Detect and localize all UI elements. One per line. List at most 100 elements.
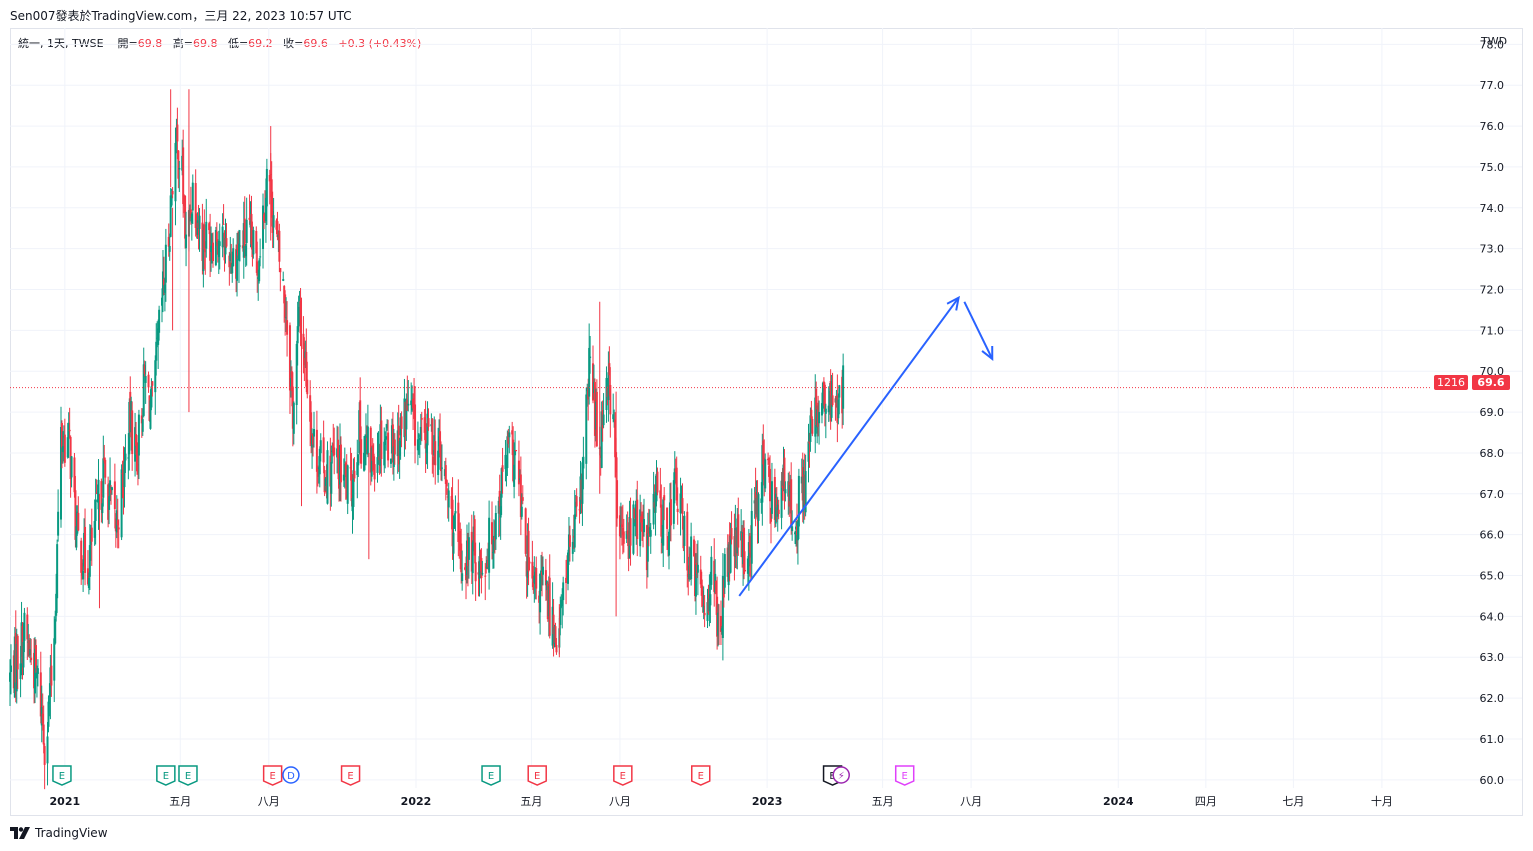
earnings-marker-icon[interactable] bbox=[340, 765, 361, 786]
time-tick-label: 十月 bbox=[1371, 794, 1393, 808]
arrow-drawing[interactable] bbox=[738, 295, 960, 597]
arrow-drawing[interactable] bbox=[963, 301, 994, 362]
candle-body bbox=[393, 439, 396, 455]
candle-body bbox=[110, 488, 113, 494]
arrow-head[interactable] bbox=[981, 345, 994, 362]
candle-body bbox=[761, 445, 764, 503]
candle-body bbox=[95, 492, 98, 494]
candle-body bbox=[400, 416, 403, 429]
candle-body bbox=[666, 507, 669, 529]
tradingview-logo-icon[interactable] bbox=[10, 827, 30, 839]
event-marker-icon[interactable]: E bbox=[52, 765, 72, 786]
candle-body bbox=[608, 363, 611, 376]
candle-body bbox=[541, 566, 544, 575]
countdown-tag bbox=[1434, 375, 1468, 390]
event-marker-icon[interactable]: D bbox=[282, 766, 300, 784]
candle-body bbox=[162, 278, 165, 286]
candle-body bbox=[744, 570, 747, 572]
candle-body bbox=[330, 461, 333, 494]
drawing-layer[interactable] bbox=[738, 295, 994, 597]
event-markers[interactable]: E E E E D E E E E E E ⚡ E bbox=[52, 765, 915, 786]
event-marker-icon[interactable]: ⚡ bbox=[832, 766, 850, 784]
earnings-marker-icon[interactable] bbox=[262, 765, 283, 786]
event-marker-icon[interactable]: E bbox=[894, 765, 915, 786]
footer-brand[interactable]: TradingView bbox=[35, 826, 108, 840]
symbol-label[interactable]: 統一, 1天, TWSE bbox=[18, 37, 104, 50]
price-axis[interactable]: 60.0 61.0 62.0 63.0 64.0 65.0 66.0 67.0 68.0 69.0… bbox=[1480, 38, 1505, 786]
candle-body bbox=[127, 457, 130, 459]
candle-body bbox=[102, 458, 105, 498]
candle-body bbox=[316, 468, 319, 477]
split-marker-icon[interactable] bbox=[832, 766, 850, 784]
event-marker-icon[interactable]: E bbox=[178, 765, 198, 786]
candle-body bbox=[524, 508, 527, 554]
arrow-line[interactable] bbox=[738, 297, 960, 597]
dividend-marker-icon[interactable] bbox=[282, 766, 300, 784]
candle-body bbox=[202, 230, 205, 272]
candle-body bbox=[117, 527, 120, 530]
candle-body bbox=[163, 284, 166, 293]
candle-body bbox=[582, 456, 585, 469]
candle-body bbox=[29, 649, 32, 656]
candle-body bbox=[770, 481, 773, 514]
event-marker-icon[interactable]: E bbox=[481, 765, 501, 786]
event-marker-icon[interactable]: E bbox=[262, 765, 283, 786]
candle-body bbox=[30, 657, 33, 661]
time-axis[interactable]: 2021 五月 八月 2022 五月 八月 2023 五月 八月 2024 四月 七月 十月 bbox=[50, 794, 1393, 808]
candle-body bbox=[349, 467, 352, 469]
candle-body bbox=[527, 530, 530, 572]
earnings-marker-icon[interactable] bbox=[894, 765, 915, 786]
candle-body bbox=[319, 440, 322, 454]
candle-body bbox=[84, 526, 87, 573]
candle-body bbox=[176, 124, 179, 142]
candle-body bbox=[19, 663, 22, 680]
candle-body bbox=[600, 411, 603, 468]
candle-body bbox=[492, 535, 495, 553]
candle-body bbox=[827, 405, 830, 413]
event-marker-icon[interactable]: E bbox=[340, 765, 361, 786]
price-tick-label: 68.0 bbox=[1480, 447, 1505, 460]
high-value: 69.8 bbox=[192, 37, 218, 50]
open-value: 69.8 bbox=[137, 37, 163, 50]
candle-body bbox=[282, 279, 285, 281]
event-marker-icon[interactable]: E bbox=[613, 765, 633, 786]
earnings-marker-icon[interactable] bbox=[156, 765, 176, 786]
candle-body bbox=[447, 490, 450, 508]
candle-body bbox=[562, 582, 565, 601]
candle-body bbox=[346, 465, 349, 504]
candle-body bbox=[144, 376, 147, 383]
earnings-marker-icon[interactable] bbox=[178, 765, 198, 786]
candle-body bbox=[59, 426, 62, 520]
earnings-marker-icon[interactable] bbox=[481, 765, 501, 786]
candle-body bbox=[504, 454, 507, 470]
candle-body bbox=[703, 612, 706, 616]
candle-body bbox=[380, 420, 383, 460]
marker-letter: E bbox=[347, 771, 353, 782]
arrow-head[interactable] bbox=[946, 295, 960, 311]
event-marker-icon[interactable]: E bbox=[527, 765, 547, 786]
earnings-marker-icon[interactable] bbox=[613, 765, 633, 786]
earnings-marker-icon[interactable] bbox=[691, 765, 711, 786]
candle-body bbox=[231, 263, 234, 274]
earnings-marker-icon[interactable] bbox=[527, 765, 547, 786]
time-tick-label: 2022 bbox=[401, 795, 432, 808]
candle-body bbox=[578, 509, 581, 511]
candle-body bbox=[228, 255, 231, 268]
candle-body bbox=[696, 564, 699, 573]
candle-body bbox=[520, 506, 523, 517]
candle-body bbox=[811, 418, 814, 434]
candle-body bbox=[700, 579, 703, 596]
candle-body bbox=[108, 496, 111, 510]
candle-body bbox=[208, 223, 211, 231]
price-tick-label: 64.0 bbox=[1480, 610, 1505, 623]
countdown-text: 1216 bbox=[1437, 376, 1465, 389]
candle-body bbox=[315, 429, 318, 472]
earnings-marker-icon[interactable] bbox=[52, 765, 72, 786]
marker-letter: E bbox=[534, 771, 540, 782]
candle-body bbox=[750, 510, 753, 564]
event-marker-icon[interactable]: E bbox=[691, 765, 711, 786]
event-marker-icon[interactable]: E bbox=[156, 765, 176, 786]
price-tick-label: 74.0 bbox=[1480, 202, 1505, 215]
arrow-line[interactable] bbox=[963, 301, 994, 360]
